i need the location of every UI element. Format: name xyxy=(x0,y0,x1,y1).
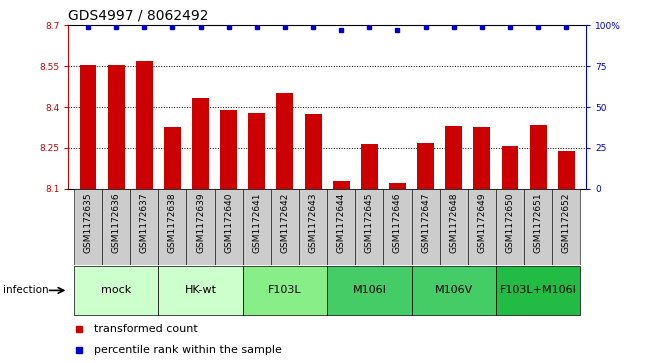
Bar xyxy=(389,183,406,189)
FancyBboxPatch shape xyxy=(327,266,411,315)
FancyBboxPatch shape xyxy=(215,189,243,265)
Text: GDS4997 / 8062492: GDS4997 / 8062492 xyxy=(68,9,209,23)
Bar xyxy=(473,127,490,189)
FancyBboxPatch shape xyxy=(327,189,355,265)
Text: GSM1172649: GSM1172649 xyxy=(477,192,486,253)
Bar xyxy=(136,61,153,189)
FancyBboxPatch shape xyxy=(74,266,158,315)
Text: F103L: F103L xyxy=(268,285,302,295)
Text: GSM1172652: GSM1172652 xyxy=(562,192,571,253)
Bar xyxy=(164,127,181,189)
FancyBboxPatch shape xyxy=(74,189,102,265)
FancyBboxPatch shape xyxy=(158,266,243,315)
Text: GSM1172646: GSM1172646 xyxy=(393,192,402,253)
FancyBboxPatch shape xyxy=(411,189,439,265)
Bar xyxy=(305,114,322,189)
Text: GSM1172648: GSM1172648 xyxy=(449,192,458,253)
Text: GSM1172645: GSM1172645 xyxy=(365,192,374,253)
Bar xyxy=(79,65,96,189)
Bar xyxy=(277,94,294,189)
Bar xyxy=(361,144,378,189)
Bar xyxy=(530,125,547,189)
FancyBboxPatch shape xyxy=(355,189,383,265)
Bar xyxy=(192,98,209,189)
Bar xyxy=(417,143,434,189)
Bar xyxy=(445,126,462,189)
Text: GSM1172643: GSM1172643 xyxy=(309,192,318,253)
FancyBboxPatch shape xyxy=(271,189,299,265)
FancyBboxPatch shape xyxy=(496,189,524,265)
FancyBboxPatch shape xyxy=(102,189,130,265)
Bar xyxy=(249,113,265,189)
Bar xyxy=(220,110,237,189)
FancyBboxPatch shape xyxy=(158,189,186,265)
Text: GSM1172640: GSM1172640 xyxy=(224,192,233,253)
Text: GSM1172642: GSM1172642 xyxy=(281,192,290,253)
Text: transformed count: transformed count xyxy=(94,324,198,334)
FancyBboxPatch shape xyxy=(243,189,271,265)
Bar xyxy=(558,151,575,189)
Bar xyxy=(107,65,124,189)
Text: GSM1172647: GSM1172647 xyxy=(421,192,430,253)
FancyBboxPatch shape xyxy=(299,189,327,265)
FancyBboxPatch shape xyxy=(552,189,580,265)
Text: mock: mock xyxy=(101,285,132,295)
Text: GSM1172638: GSM1172638 xyxy=(168,192,177,253)
FancyBboxPatch shape xyxy=(496,266,580,315)
Text: HK-wt: HK-wt xyxy=(184,285,217,295)
Text: M106V: M106V xyxy=(435,285,473,295)
Text: M106I: M106I xyxy=(352,285,386,295)
Text: GSM1172635: GSM1172635 xyxy=(83,192,92,253)
Text: F103L+M106I: F103L+M106I xyxy=(500,285,577,295)
Text: GSM1172651: GSM1172651 xyxy=(534,192,542,253)
Text: infection: infection xyxy=(3,285,49,295)
Text: percentile rank within the sample: percentile rank within the sample xyxy=(94,345,282,355)
FancyBboxPatch shape xyxy=(130,189,158,265)
FancyBboxPatch shape xyxy=(383,189,411,265)
Text: GSM1172644: GSM1172644 xyxy=(337,192,346,253)
Text: GSM1172650: GSM1172650 xyxy=(505,192,514,253)
Bar xyxy=(333,181,350,189)
FancyBboxPatch shape xyxy=(524,189,552,265)
Text: GSM1172636: GSM1172636 xyxy=(112,192,120,253)
Text: GSM1172639: GSM1172639 xyxy=(196,192,205,253)
Text: GSM1172637: GSM1172637 xyxy=(140,192,149,253)
Text: GSM1172641: GSM1172641 xyxy=(253,192,261,253)
FancyBboxPatch shape xyxy=(439,189,468,265)
Bar xyxy=(501,146,518,189)
FancyBboxPatch shape xyxy=(411,266,496,315)
FancyBboxPatch shape xyxy=(186,189,215,265)
FancyBboxPatch shape xyxy=(243,266,327,315)
FancyBboxPatch shape xyxy=(468,189,496,265)
